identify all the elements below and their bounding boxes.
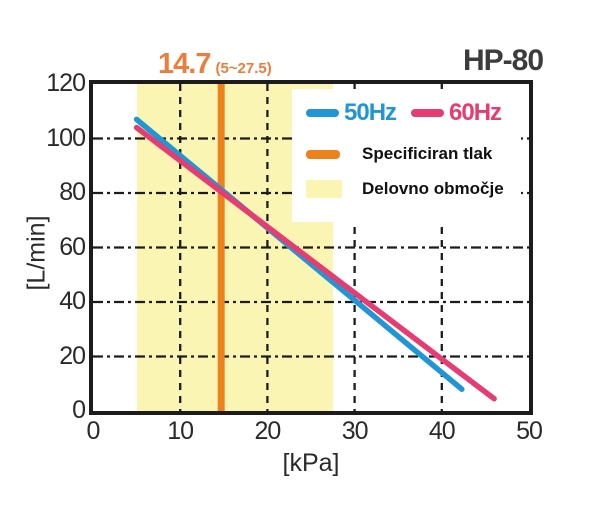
y-tick-label: 80 [59,178,86,206]
y-tick-label: 120 [46,69,86,97]
x-tick-label: 50 [516,417,543,445]
legend-60hz-swatch [411,109,445,117]
pressure-range: (5~27.5) [215,60,272,77]
legend-working-range-swatch [306,180,342,198]
pressure-value: 14.7 [158,48,211,80]
legend-specified-pressure-label: Specificiran tlak [362,144,493,163]
x-tick-label: 10 [167,417,194,445]
legend-50hz-label: 50Hz [344,99,397,126]
model-label: HP-80 [462,44,544,77]
x-tick-label: 20 [254,417,281,445]
y-tick-label: 20 [59,341,86,370]
y-tick-label: 40 [59,287,86,315]
legend-working-range-label: Delovno območje [362,179,504,198]
curve-60hz [133,124,497,402]
x-tick-label: 30 [341,417,369,445]
y-tick-label: 60 [59,232,86,261]
x-tick-label: 40 [428,417,456,445]
legend-specified-pressure-swatch [306,149,340,159]
legend-row-specified-pressure: Specificiran tlak [306,144,521,164]
x-tick-label: 0 [86,417,101,445]
legend-row-working-range: Delovno območje [306,179,521,199]
x-axis-label: [kPa] [282,449,340,477]
y-axis-label: [L/min] [22,215,51,291]
plot-area: 50Hz 60Hz Specificiran tlak Delovno obmo… [89,80,533,415]
legend-row-frequencies: 50Hz 60Hz [306,99,521,127]
legend: 50Hz 60Hz Specificiran tlak Delovno obmo… [292,89,521,222]
specified-pressure-title: 14.7 (5~27.5) [158,48,272,81]
y-axis-ticks: 0 20 40 60 80 100 120 [0,0,86,519]
legend-60hz-label: 60Hz [449,99,502,126]
legend-50hz-swatch [306,109,339,117]
y-tick-label: 0 [72,396,86,424]
y-tick-label: 100 [46,123,86,152]
